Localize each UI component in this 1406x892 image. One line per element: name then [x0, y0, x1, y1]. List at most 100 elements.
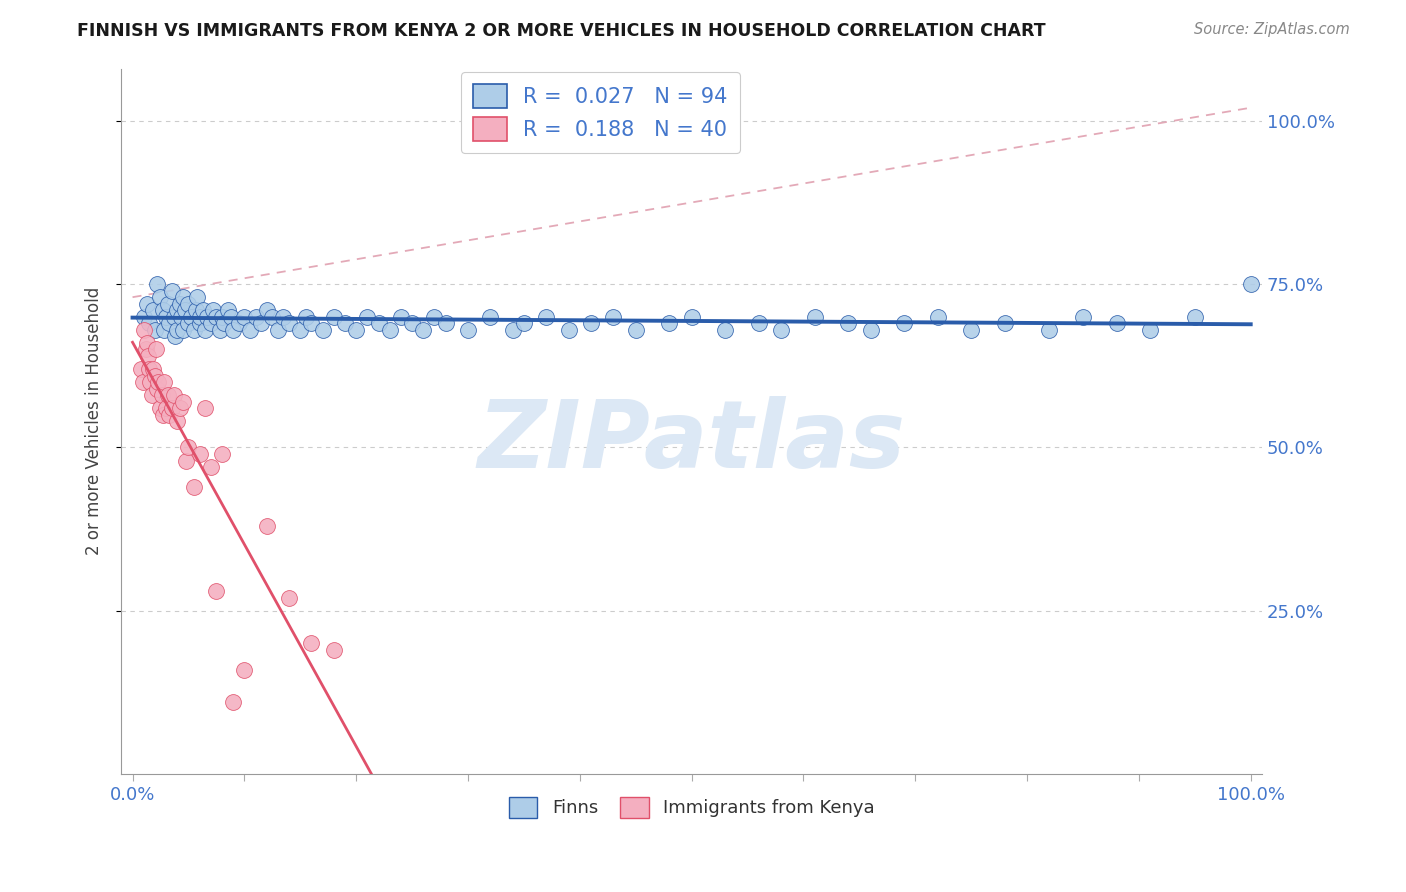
Point: [557, 323, 579, 337]
Point: [1139, 323, 1161, 337]
Point: [859, 323, 882, 337]
Point: [194, 323, 217, 337]
Point: [205, 310, 228, 324]
Point: [169, 401, 191, 416]
Point: [143, 323, 166, 337]
Point: [177, 296, 200, 310]
Point: [166, 323, 188, 337]
Point: [200, 316, 222, 330]
Point: [256, 519, 278, 533]
Point: [153, 375, 176, 389]
Point: [138, 362, 160, 376]
Point: [180, 310, 202, 324]
Point: [322, 310, 344, 324]
Point: [536, 310, 558, 324]
Point: [579, 316, 602, 330]
Point: [153, 323, 176, 337]
Point: [295, 310, 318, 324]
Point: [149, 401, 172, 416]
Point: [278, 316, 301, 330]
Point: [222, 695, 245, 709]
Point: [423, 310, 446, 324]
Point: [174, 453, 197, 467]
Point: [135, 343, 157, 357]
Point: [155, 310, 177, 324]
Point: [131, 375, 153, 389]
Point: [211, 310, 233, 324]
Point: [412, 323, 434, 337]
Point: [1038, 323, 1060, 337]
Text: FINNISH VS IMMIGRANTS FROM KENYA 2 OR MORE VEHICLES IN HOUSEHOLD CORRELATION CHA: FINNISH VS IMMIGRANTS FROM KENYA 2 OR MO…: [77, 22, 1046, 40]
Point: [837, 316, 859, 330]
Point: [211, 447, 233, 461]
Point: [250, 316, 273, 330]
Point: [513, 316, 536, 330]
Point: [273, 310, 295, 324]
Point: [166, 414, 188, 428]
Point: [145, 343, 167, 357]
Point: [803, 310, 825, 324]
Point: [202, 303, 225, 318]
Point: [322, 643, 344, 657]
Point: [142, 362, 165, 376]
Point: [146, 277, 169, 292]
Point: [169, 310, 191, 324]
Point: [152, 303, 174, 318]
Point: [150, 388, 173, 402]
Point: [1240, 277, 1263, 292]
Point: [149, 290, 172, 304]
Point: [658, 316, 681, 330]
Point: [183, 480, 205, 494]
Point: [157, 296, 180, 310]
Point: [457, 323, 479, 337]
Point: [143, 368, 166, 383]
Point: [188, 447, 211, 461]
Point: [228, 316, 250, 330]
Point: [200, 460, 222, 475]
Point: [1071, 310, 1094, 324]
Point: [183, 323, 205, 337]
Point: [960, 323, 983, 337]
Point: [502, 323, 524, 337]
Point: [146, 382, 169, 396]
Point: [197, 310, 219, 324]
Point: [131, 362, 153, 376]
Point: [160, 401, 183, 416]
Point: [188, 316, 211, 330]
Point: [239, 323, 262, 337]
Point: [217, 303, 239, 318]
Point: [186, 303, 208, 318]
Legend: Finns, Immigrants from Kenya: Finns, Immigrants from Kenya: [502, 789, 882, 825]
Point: [136, 349, 159, 363]
Point: [172, 323, 194, 337]
Point: [624, 323, 647, 337]
Point: [136, 296, 159, 310]
Point: [160, 284, 183, 298]
Point: [155, 401, 177, 416]
Point: [311, 323, 333, 337]
Point: [378, 323, 401, 337]
Point: [212, 316, 235, 330]
Point: [1184, 310, 1206, 324]
Point: [245, 310, 267, 324]
Point: [927, 310, 949, 324]
Y-axis label: 2 or more Vehicles in Household: 2 or more Vehicles in Household: [86, 287, 103, 556]
Point: [301, 636, 323, 650]
Point: [344, 323, 367, 337]
Point: [188, 310, 211, 324]
Point: [278, 591, 301, 605]
Point: [152, 408, 174, 422]
Point: [367, 316, 389, 330]
Point: [132, 323, 155, 337]
Point: [205, 584, 228, 599]
Point: [172, 394, 194, 409]
Point: [233, 310, 256, 324]
Point: [267, 323, 290, 337]
Point: [169, 296, 191, 310]
Point: [256, 303, 278, 318]
Point: [434, 316, 457, 330]
Point: [191, 303, 214, 318]
Point: [139, 375, 162, 389]
Point: [163, 310, 186, 324]
Point: [208, 323, 231, 337]
